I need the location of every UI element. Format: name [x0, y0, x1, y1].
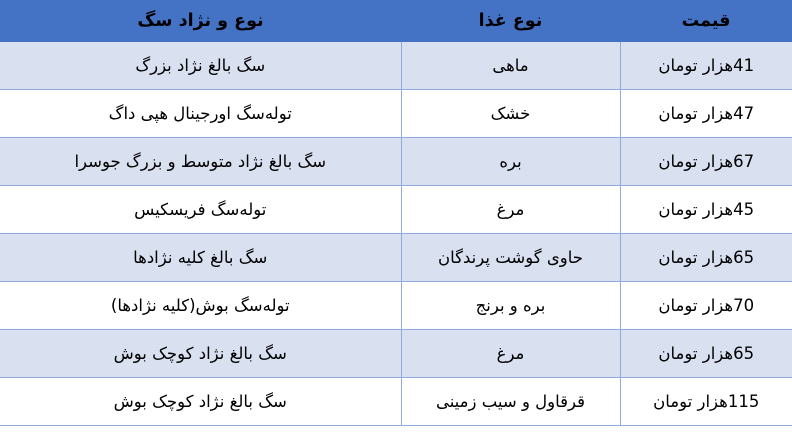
cell-food-type: بره [400, 137, 621, 186]
cell-breed: سگ بالغ کلیه نژادها [0, 233, 402, 282]
price-value: 65هزار تومان [658, 248, 755, 267]
table-row: 41هزار تومان ماهی سگ بالغ نژاد بزرگ [0, 42, 792, 90]
cell-price: 67هزار تومان [619, 137, 792, 186]
cell-food-type: مرغ [400, 329, 621, 378]
column-header-price: قیمت [620, 0, 792, 42]
cell-breed: توله‌سگ بوش(کلیه نژادها) [0, 281, 402, 330]
cell-breed: سگ بالغ نژاد کوچک بوش [0, 329, 402, 378]
cell-price: 65هزار تومان [619, 233, 792, 282]
table-body: 41هزار تومان ماهی سگ بالغ نژاد بزرگ 47هزار … [0, 42, 792, 426]
table-row: 65هزار تومان مرغ سگ بالغ نژاد کوچک بوش [0, 329, 792, 378]
table-row: 67هزار تومان بره سگ بالغ نژاد متوسط و بزرگ… [0, 137, 792, 186]
cell-price: 47هزار تومان [619, 89, 792, 138]
table-header: قیمت نوع غذا نوع و نژاد سگ [0, 0, 792, 42]
price-value: 65هزار تومان [658, 344, 755, 363]
cell-food-type: حاوی گوشت پرندگان [400, 233, 621, 282]
cell-breed: سگ بالغ نژاد بزرگ [0, 42, 402, 90]
price-value: 45هزار تومان [658, 200, 755, 219]
cell-breed: توله‌سگ اورجینال هپی داگ [0, 89, 402, 138]
cell-food-type: ماهی [400, 42, 621, 90]
price-value: 67هزار تومان [658, 152, 755, 171]
column-header-food-type: نوع غذا [401, 0, 620, 42]
table-row: 70هزار تومان بره و برنج توله‌سگ بوش(کلیه ن… [0, 281, 792, 330]
cell-food-type: مرغ [400, 185, 621, 234]
cell-price: 70هزار تومان [619, 281, 792, 330]
column-header-breed: نوع و نژاد سگ [0, 0, 401, 42]
cell-price: 45هزار تومان [619, 185, 792, 234]
price-value: 115هزار تومان [653, 392, 760, 411]
cell-breed: توله‌سگ فریسکیس [0, 185, 402, 234]
cell-price: 41هزار تومان [619, 42, 792, 90]
price-value: 70هزار تومان [658, 296, 755, 315]
cell-price: 115هزار تومان [619, 377, 792, 426]
table-row: 47هزار تومان خشک توله‌سگ اورجینال هپی داگ [0, 89, 792, 138]
cell-price: 65هزار تومان [619, 329, 792, 378]
cell-food-type: بره و برنج [400, 281, 621, 330]
cell-breed: سگ بالغ نژاد متوسط و بزرگ جوسرا [0, 137, 402, 186]
table-row: 45هزار تومان مرغ توله‌سگ فریسکیس [0, 185, 792, 234]
table-header-row: قیمت نوع غذا نوع و نژاد سگ [0, 0, 792, 42]
price-value: 41هزار تومان [658, 56, 755, 75]
cell-breed: سگ بالغ نژاد کوچک بوش [0, 377, 402, 426]
cell-food-type: خشک [400, 89, 621, 138]
table-row: 65هزار تومان حاوی گوشت پرندگان سگ بالغ کلی… [0, 233, 792, 282]
price-value: 47هزار تومان [658, 104, 755, 123]
table-row: 115هزار تومان قرقاول و سیب زمینی سگ بالغ ن… [0, 377, 792, 426]
cell-food-type: قرقاول و سیب زمینی [400, 377, 621, 426]
